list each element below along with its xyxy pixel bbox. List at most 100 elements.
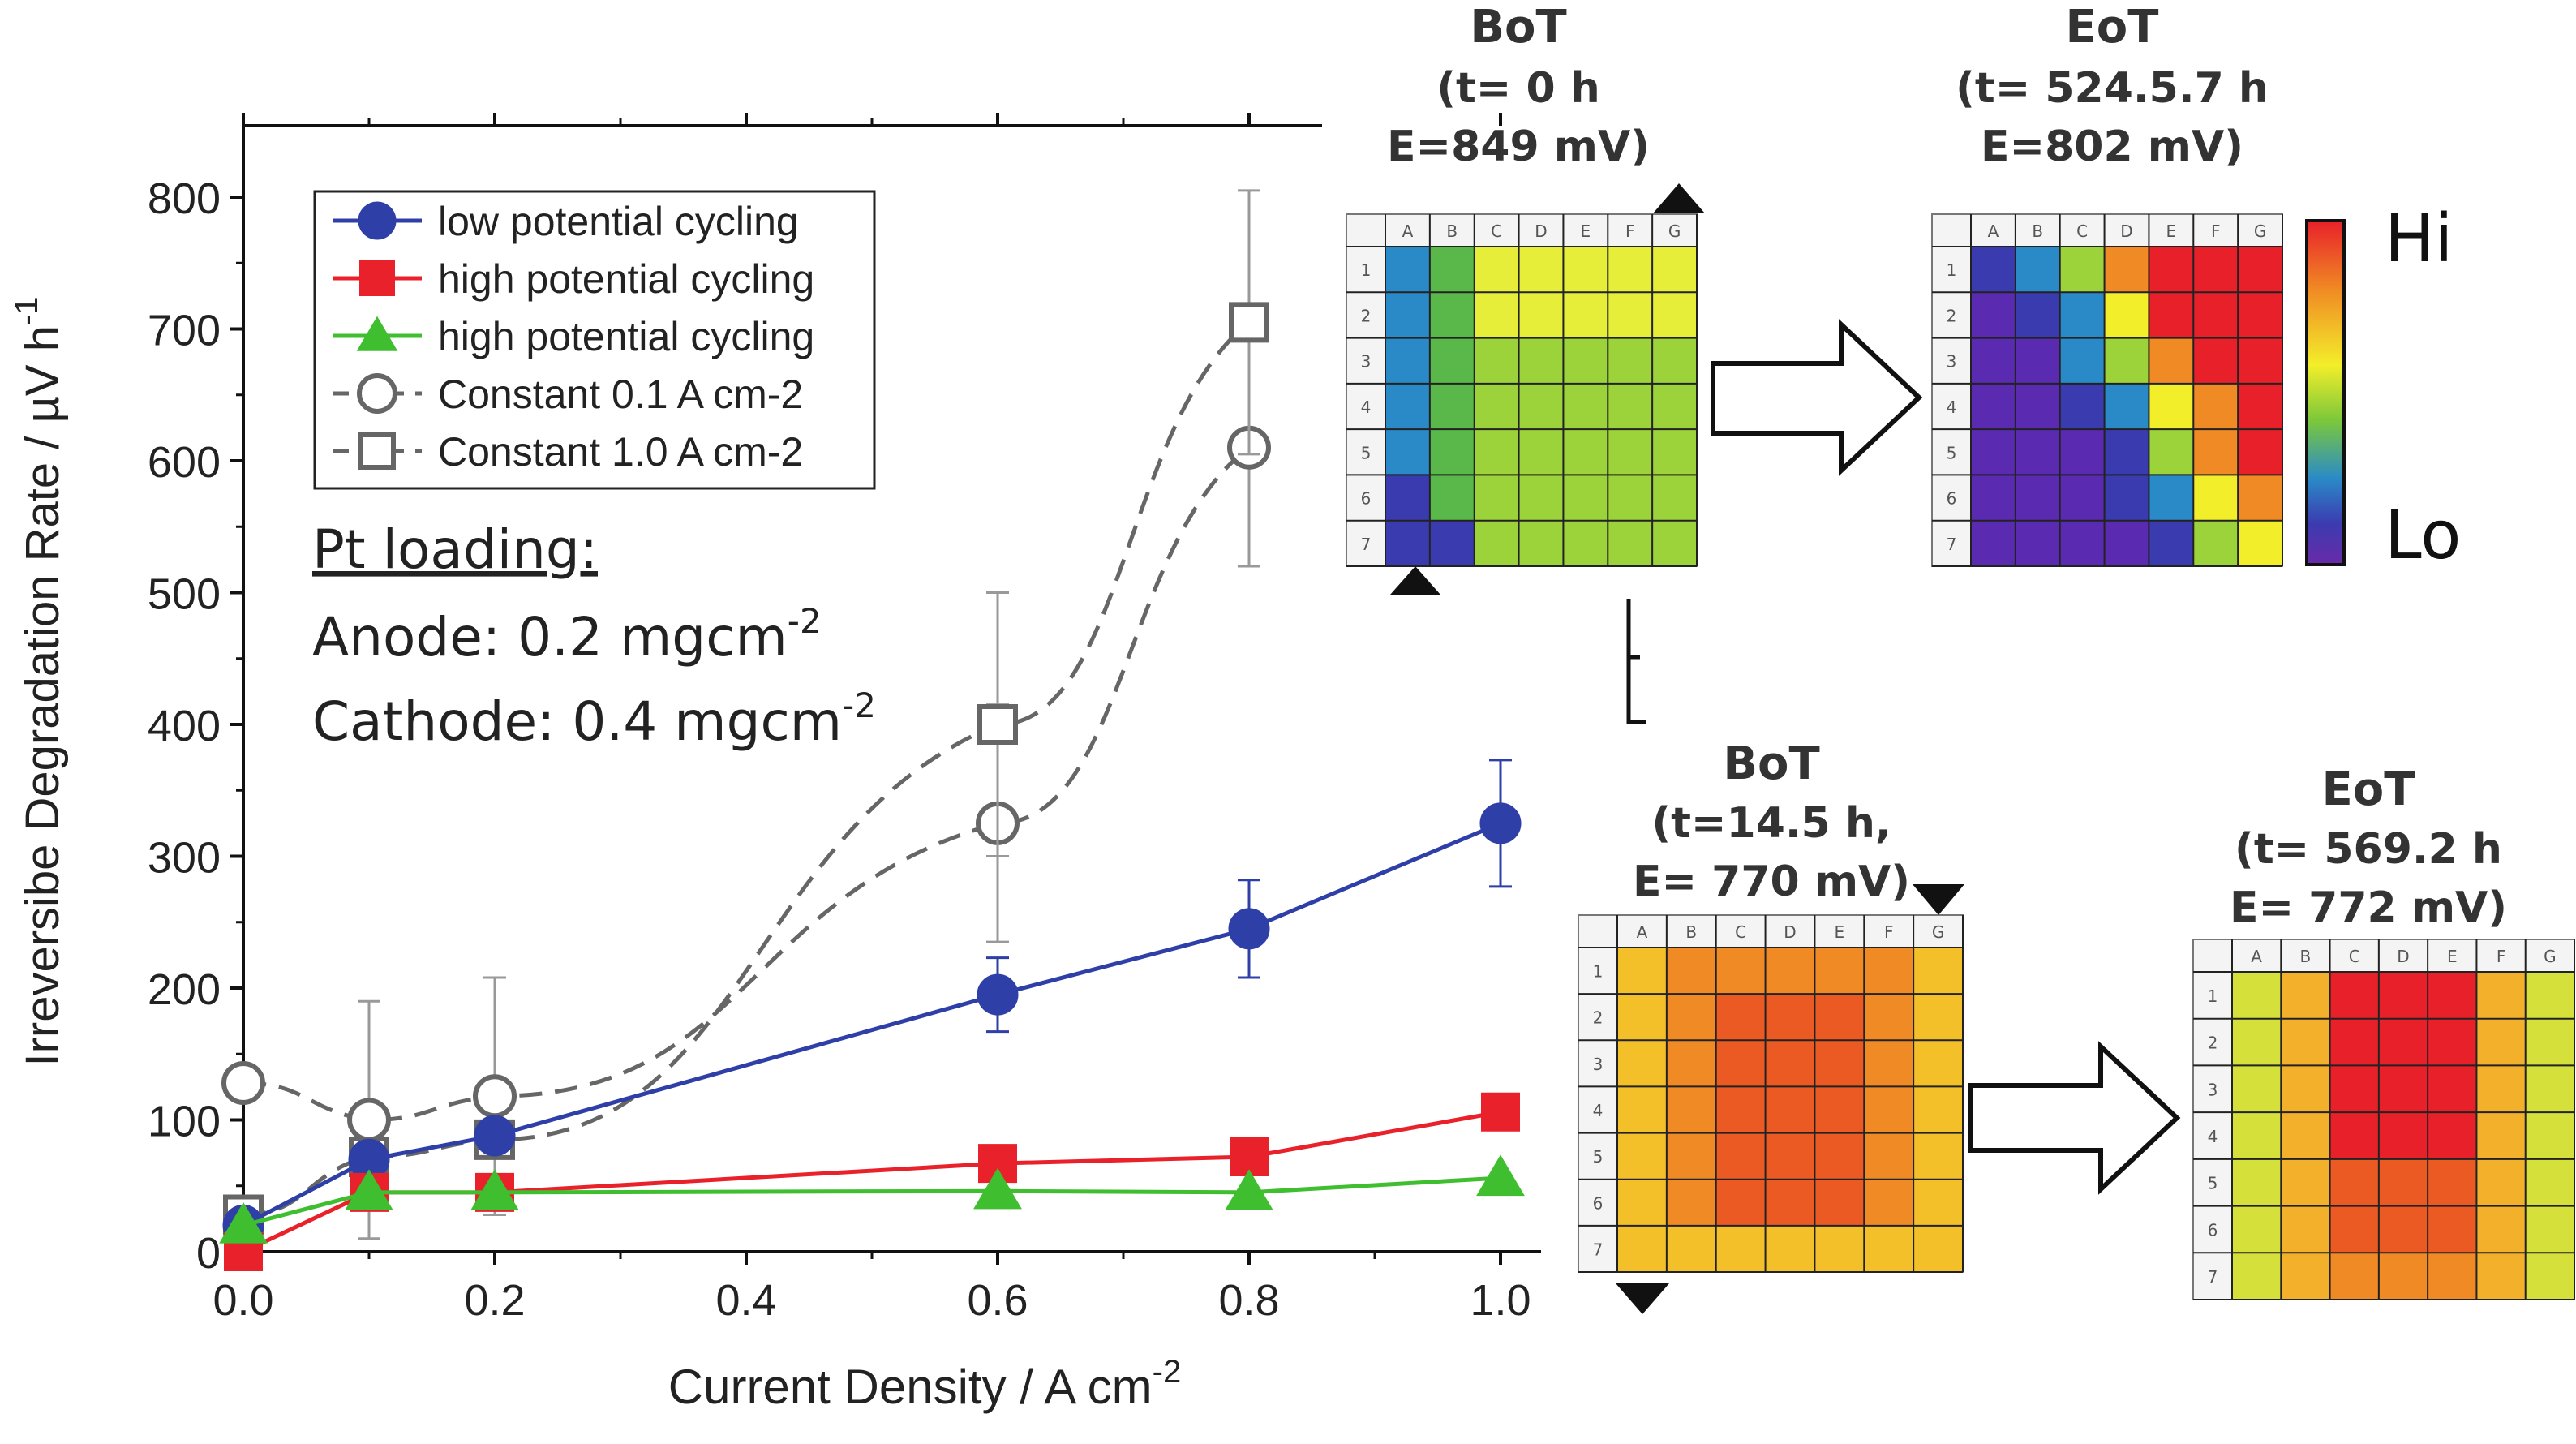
heatmap-cell — [2525, 1253, 2575, 1300]
heatmap-cell — [2104, 292, 2149, 339]
heatmap-row-label: 3 — [1947, 352, 1957, 372]
heatmap-cell — [2193, 429, 2239, 475]
heatmap-cell — [1765, 1225, 1815, 1273]
heatmap-cell — [2232, 1253, 2282, 1300]
y-axis-label-main: Irreversibe Degradation Rate / µV h — [16, 325, 69, 1067]
heatmap-cell — [1814, 1179, 1865, 1227]
heatmap-cell — [2329, 972, 2380, 1020]
heatmap-row-label: 6 — [1593, 1193, 1604, 1213]
heatmap-cell — [1971, 247, 2016, 293]
series-low-potential-cycling — [222, 759, 1522, 1246]
heatmap-cell — [2193, 292, 2239, 339]
heatmap-col-label: E — [2166, 221, 2177, 241]
heatmap-col-label: F — [1625, 221, 1635, 241]
heatmap-cell — [2281, 1112, 2331, 1160]
data-point — [1476, 1154, 1525, 1197]
heatmap-cell — [1385, 247, 1431, 293]
heatmap-cell — [2149, 429, 2194, 475]
heatmap-cell — [2104, 247, 2149, 293]
legend-box — [313, 190, 876, 490]
heatmap-col-label: C — [2076, 221, 2088, 241]
heatmap-cell — [2238, 429, 2283, 475]
panel-title: EoT — [2066, 1, 2159, 54]
panel-voltage: E= 770 mV) — [1633, 857, 1910, 906]
heatmap-col-label: E — [2447, 947, 2458, 966]
heatmap-cell — [1518, 247, 1564, 293]
heatmap-col-label: G — [1932, 922, 1945, 942]
heatmap-cell — [2476, 1158, 2527, 1207]
heatmap-cell — [2525, 1018, 2575, 1066]
heatmap-cell — [1652, 383, 1698, 430]
heatmap-row-label: 4 — [1593, 1101, 1604, 1120]
panel-voltage: E=802 mV) — [1981, 122, 2243, 171]
heatmap-cell — [2238, 292, 2283, 339]
heatmap-col-label: B — [1446, 221, 1458, 241]
heatmap-row-label: 1 — [1947, 260, 1957, 280]
heatmap-cell — [1814, 1132, 1865, 1180]
heatmap-row-label: 2 — [1361, 306, 1372, 325]
y-axis-label: Irreversibe Degradation Rate / µV h-1 — [9, 296, 69, 1066]
heatmap-cell — [2378, 1112, 2428, 1160]
heatmap-cell — [1666, 1132, 1717, 1180]
heatmap-cell — [1652, 292, 1698, 339]
heatmap-cell — [1474, 383, 1520, 430]
arrow-down-icon — [1616, 1283, 1669, 1314]
heatmap-cell — [1652, 247, 1698, 293]
heatmap-col-label: C — [2349, 947, 2360, 966]
heatmap-cell — [1563, 429, 1608, 475]
x-axis-label: Current Density / A cm-2 — [668, 1354, 1181, 1414]
heatmap-cell — [2232, 1205, 2282, 1253]
arrow-up-icon — [1390, 566, 1440, 595]
heatmap-cell — [1652, 520, 1698, 567]
x-axis-ticks: 0.0 0.2 0.4 0.6 0.8 1.0 — [213, 113, 1531, 1325]
legend-item: high potential cycling — [333, 256, 814, 302]
legend-items: low potential cycling high potential cycl… — [333, 199, 814, 475]
data-point — [1481, 1092, 1520, 1132]
heatmap-cell — [1864, 1225, 1914, 1273]
heatmap-cell — [2525, 972, 2575, 1020]
heatmap-cell — [2149, 247, 2194, 293]
heatmap-cell — [2525, 1112, 2575, 1160]
heatmap-cell — [2476, 1065, 2527, 1113]
heatmap-cell — [1563, 383, 1608, 430]
heatmap-cell — [2149, 383, 2194, 430]
y-axis-ticks: 0 100 200 300 400 500 600 700 800 — [148, 174, 243, 1278]
legend-item: Constant 0.1 A cm-2 — [333, 372, 803, 417]
heatmap-cell — [2232, 1112, 2282, 1160]
heatmap-row-label: 5 — [2208, 1174, 2218, 1193]
panel-time: (t= 569.2 h — [2235, 825, 2502, 874]
x-tick-label: 0.4 — [715, 1276, 776, 1325]
heatmap-col-label: F — [1884, 922, 1894, 942]
heatmap-cell — [1429, 247, 1475, 293]
heatmap-grid: A B C D E F G 1 2 3 4 5 6 7 — [1931, 213, 2283, 567]
heatmap-cell — [2329, 1158, 2380, 1207]
legend: low potential cycling high potential cycl… — [313, 190, 876, 490]
heatmap-row-label: 1 — [2208, 986, 2218, 1006]
panel-voltage: E=849 mV) — [1387, 122, 1650, 171]
heatmap-cell — [1864, 994, 1914, 1041]
series-line — [243, 445, 1251, 1123]
heatmap-cell — [1814, 1086, 1865, 1134]
heatmap-cell — [1518, 520, 1564, 567]
annotation-cathode-text: Cathode: 0.4 mgcm — [312, 690, 842, 753]
annotation-cathode: Cathode: 0.4 mgcm-2 — [312, 685, 876, 753]
heatmap-cell — [1385, 429, 1431, 475]
heatmap-cell — [1652, 337, 1698, 385]
heatmap-cell — [1385, 337, 1431, 385]
heatmap-cell — [2059, 247, 2106, 293]
y-tick-label: 600 — [148, 438, 221, 487]
y-tick-label: 400 — [148, 702, 221, 750]
heatmap-cell — [1608, 383, 1653, 430]
heatmap-cell — [2281, 972, 2331, 1020]
heatmap-cell — [1385, 475, 1431, 522]
heatmap-cell — [1814, 994, 1865, 1041]
colorbar-hi-label: Hi — [2385, 200, 2453, 277]
heatmap-cell — [1518, 383, 1564, 430]
panel-title: BoT — [1470, 1, 1566, 54]
heatmap-row-label: 4 — [2208, 1127, 2218, 1146]
heatmap-cell — [1765, 1179, 1815, 1227]
heatmap-cell — [2193, 475, 2239, 522]
heatmap-cell — [1617, 1040, 1668, 1087]
